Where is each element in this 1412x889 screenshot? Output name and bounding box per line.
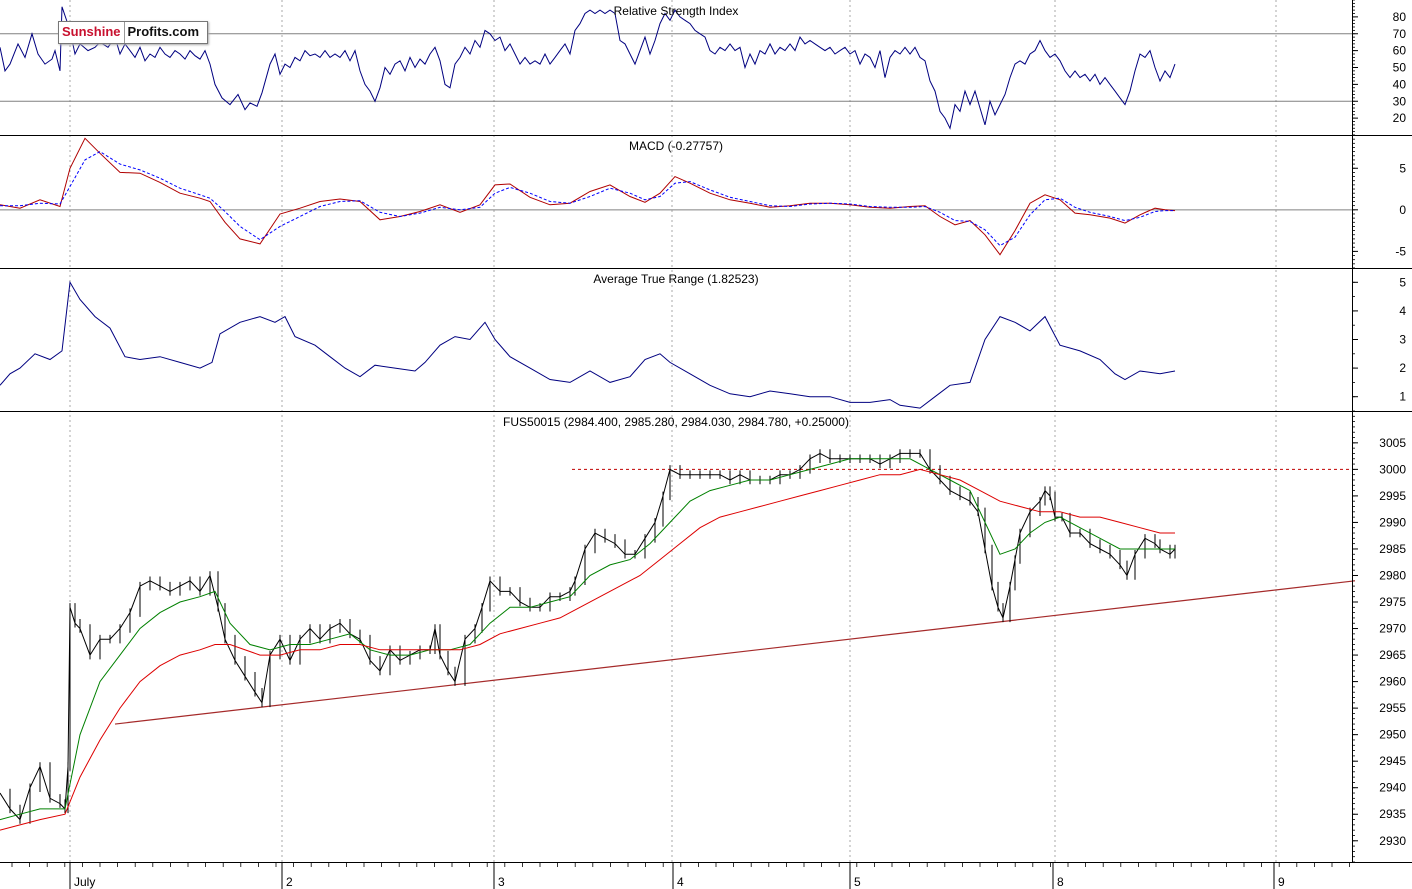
price-y-tick-label: 2990 xyxy=(1379,515,1406,529)
atr-line xyxy=(0,280,1176,409)
price-title: FUS50015 (2984.400, 2985.280, 2984.030, … xyxy=(503,415,849,429)
rsi-y-tick-label: 70 xyxy=(1393,27,1407,41)
price-y-tick-label: 2940 xyxy=(1379,781,1406,795)
price-y-tick-label: 2980 xyxy=(1379,568,1406,582)
x-tick-label: 3 xyxy=(498,875,505,889)
price-panel: 3005 3000 2995 2990 2985 2980 2975 2970 2965 2960… xyxy=(0,410,1412,863)
macd-title: MACD (-0.27757) xyxy=(629,139,723,153)
price-y-tick-label: 2945 xyxy=(1379,754,1406,768)
macd-signal-line xyxy=(0,151,1175,247)
price-y-tick-label: 2960 xyxy=(1379,675,1406,689)
price-y-tick-label: 2985 xyxy=(1379,542,1406,556)
macd-y-tick-label: 0 xyxy=(1399,203,1406,217)
price-y-tick-label: 2935 xyxy=(1379,807,1406,821)
x-tick-label: 2 xyxy=(286,875,293,889)
price-y-tick-label: 2970 xyxy=(1379,622,1406,636)
short-moving-average-line xyxy=(0,458,1175,821)
x-tick-label: 8 xyxy=(1057,875,1064,889)
atr-panel: 5 4 3 2 1 Average True Range (1.82523) xyxy=(0,267,1412,412)
macd-panel: 5 0 -5 MACD (-0.27757) xyxy=(0,134,1412,269)
rsi-y-tick-label: 20 xyxy=(1393,111,1407,125)
macd-y-tick-label: 5 xyxy=(1399,161,1406,175)
x-tick-label: July xyxy=(74,875,95,889)
atr-y-tick-label: 2 xyxy=(1399,361,1406,375)
rsi-y-tick-label: 50 xyxy=(1393,61,1407,75)
sunshine-profits-logo: Sunshine Profits.com xyxy=(58,21,209,44)
price-y-tick-label: 2995 xyxy=(1379,489,1406,503)
x-tick-label: 9 xyxy=(1278,875,1285,889)
rsi-line xyxy=(0,6,1176,130)
atr-y-tick-label: 4 xyxy=(1399,304,1406,318)
rsi-panel: 80 70 60 50 40 30 20 Relative Strength Index xyxy=(0,0,1412,136)
price-y-tick-label: 2975 xyxy=(1379,595,1406,609)
macd-line xyxy=(0,137,1176,256)
support-trendline xyxy=(114,580,1356,725)
price-y-tick-label: 3000 xyxy=(1379,462,1406,476)
x-tick-label: 5 xyxy=(854,875,861,889)
rsi-y-tick-label: 40 xyxy=(1393,77,1407,91)
price-line xyxy=(0,452,1176,821)
atr-y-tick-label: 1 xyxy=(1399,390,1406,404)
price-y-tick-label: 3005 xyxy=(1379,436,1406,450)
rsi-y-tick-label: 80 xyxy=(1393,10,1407,24)
rsi-y-tick-label: 60 xyxy=(1393,44,1407,58)
atr-title: Average True Range (1.82523) xyxy=(593,272,758,286)
logo-part-2: Profits.com xyxy=(127,24,200,39)
atr-y-tick-label: 5 xyxy=(1399,275,1406,289)
price-y-tick-label: 2965 xyxy=(1379,648,1406,662)
price-y-tick-label: 2955 xyxy=(1379,701,1406,715)
rsi-y-tick-label: 30 xyxy=(1393,94,1407,108)
price-y-tick-label: 2930 xyxy=(1379,834,1406,848)
long-moving-average-line xyxy=(0,468,1175,831)
atr-y-tick-label: 3 xyxy=(1399,333,1406,347)
rsi-title: Relative Strength Index xyxy=(614,4,739,18)
logo-part-1: Sunshine xyxy=(59,22,125,43)
macd-y-tick-label: -5 xyxy=(1395,244,1406,258)
x-tick-label: 4 xyxy=(677,875,684,889)
price-y-tick-label: 2950 xyxy=(1379,728,1406,742)
